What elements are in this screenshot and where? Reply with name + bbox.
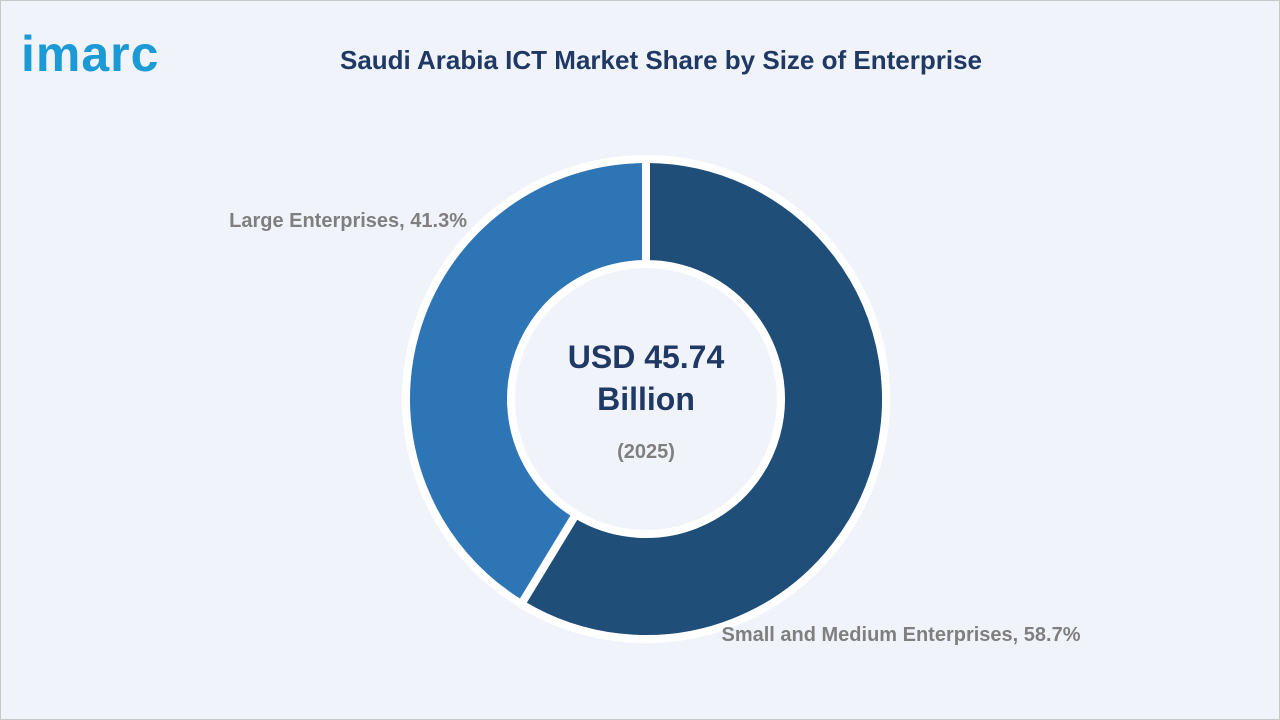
logo: imarc [21, 26, 160, 82]
donut-slice [402, 154, 650, 610]
data-label: Small and Medium Enterprises, 58.7% [721, 624, 1081, 646]
data-label: Large Enterprises, 41.3% [229, 210, 467, 232]
donut-slice [515, 154, 890, 643]
center-sublabel: (2025) [617, 441, 675, 463]
center-label: USD 45.74 Billion [567, 339, 725, 417]
chart-title: Saudi Arabia ICT Market Share by Size of… [339, 45, 982, 75]
